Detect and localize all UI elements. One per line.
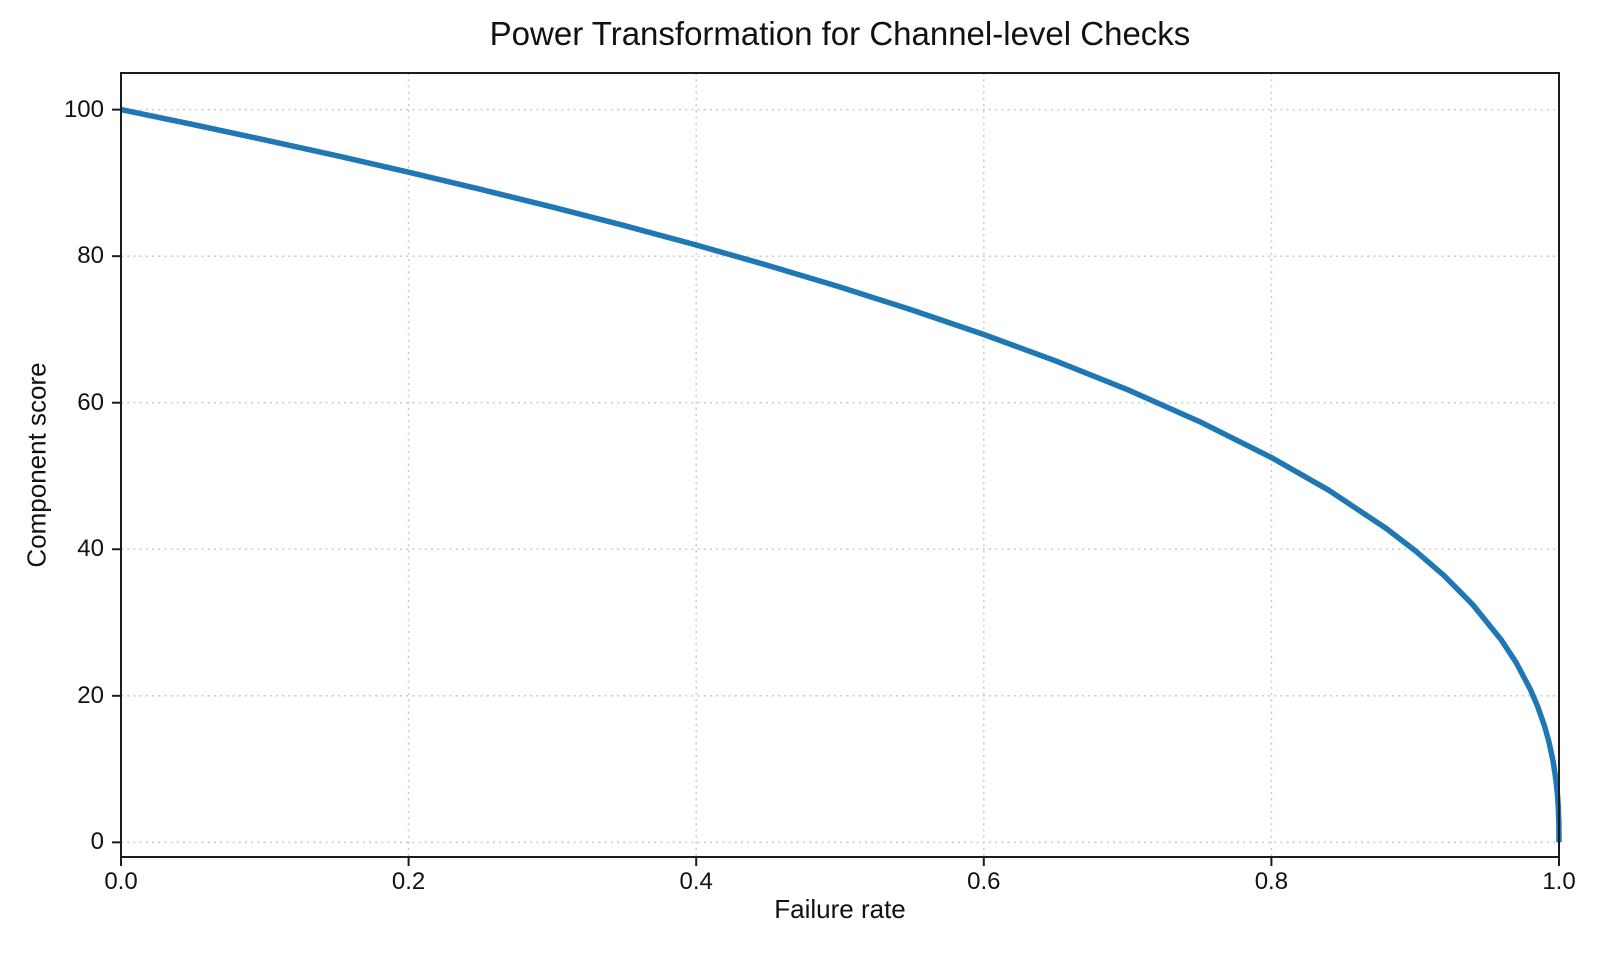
x-tick-label: 1.0 — [1542, 868, 1576, 895]
axes-border — [120, 72, 1560, 858]
axes-spines — [120, 72, 1560, 858]
tick-marks — [112, 108, 1560, 866]
x-tick-label: 0.2 — [391, 868, 426, 895]
y-tick-label: 80 — [77, 242, 104, 270]
y-tick-label: 60 — [77, 388, 104, 416]
x-axis-label: Failure rate — [774, 894, 906, 924]
x-tick-label: 0.4 — [679, 868, 713, 895]
x-tick-label: 0.6 — [967, 868, 1001, 895]
grid-lines — [120, 73, 1560, 857]
y-tick-label: 100 — [63, 95, 104, 123]
x-tick-label: 0.8 — [1254, 868, 1289, 895]
series-lines — [120, 106, 1562, 843]
chart-title: Power Transformation for Channel-level C… — [489, 15, 1191, 52]
y-tick-label: 0 — [90, 828, 104, 856]
component-score-curve — [120, 106, 1562, 843]
y-tick-label: 20 — [77, 681, 104, 709]
x-tick-label: 0.0 — [104, 868, 138, 895]
y-tick-label: 40 — [77, 535, 104, 563]
